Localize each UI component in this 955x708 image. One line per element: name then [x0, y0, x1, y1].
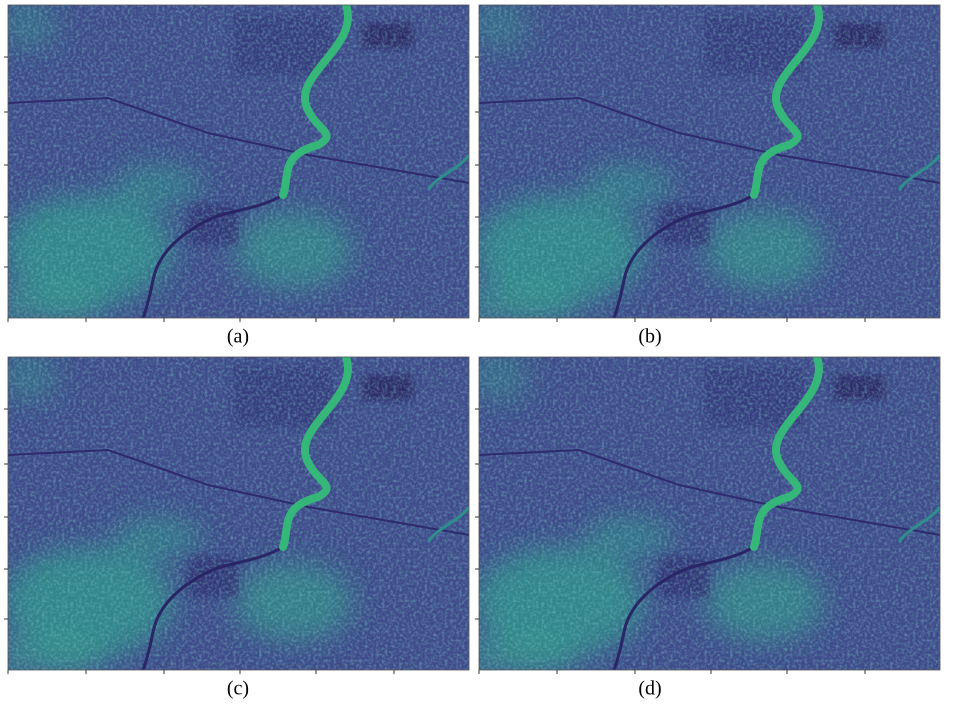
panel-image [0, 0, 469, 325]
panel-caption: (a) [227, 326, 249, 348]
panel [0, 0, 469, 325]
panel-image [459, 0, 940, 325]
panel-image [459, 352, 940, 677]
page: (a)(b)(c)(d) (() => { const data = JSON.… [0, 0, 955, 708]
figure: (a) (b) (c) (d) [0, 0, 955, 708]
panel [459, 352, 940, 677]
panel-caption: (d) [638, 678, 661, 700]
panel-image [0, 352, 469, 677]
panel [459, 0, 940, 325]
panel [0, 352, 469, 677]
panel-caption: (b) [638, 326, 661, 348]
panel-caption: (c) [227, 678, 249, 700]
